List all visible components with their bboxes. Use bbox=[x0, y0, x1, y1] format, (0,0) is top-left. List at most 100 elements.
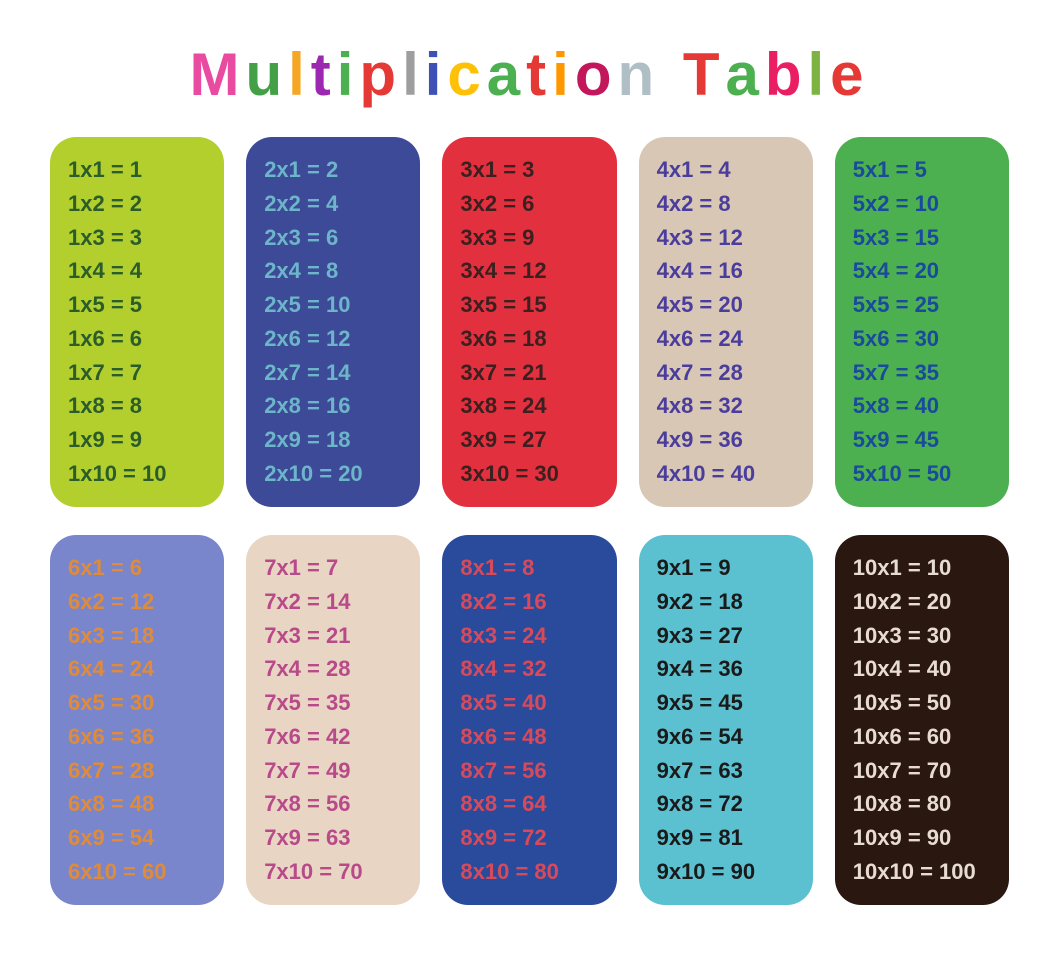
equation: 5x5 = 25 bbox=[853, 294, 991, 316]
equation: 10x2 = 20 bbox=[853, 591, 991, 613]
equation: 10x1 = 10 bbox=[853, 557, 991, 579]
title-letter: i bbox=[337, 40, 360, 109]
equation: 4x6 = 24 bbox=[657, 328, 795, 350]
equation: 8x6 = 48 bbox=[460, 726, 598, 748]
equation: 6x6 = 36 bbox=[68, 726, 206, 748]
equation: 8x9 = 72 bbox=[460, 827, 598, 849]
equation: 10x10 = 100 bbox=[853, 861, 991, 883]
times-card-7: 7x1 = 7 7x2 = 14 7x3 = 21 7x4 = 28 7x5 = 35 7… bbox=[246, 535, 420, 905]
equation: 7x3 = 21 bbox=[264, 625, 402, 647]
equation: 3x3 = 9 bbox=[460, 227, 598, 249]
equation: 5x8 = 40 bbox=[853, 395, 991, 417]
title-letter: l bbox=[402, 40, 425, 109]
times-card-6: 6x1 = 66x2 = 126x3 = 186x4 = 246x5 = 306… bbox=[50, 535, 224, 905]
times-card-4: 4x1 = 44x2 = 84x3 = 124x4 = 164x5 = 204x… bbox=[639, 137, 813, 507]
equation: 10x4 = 40 bbox=[853, 658, 991, 680]
title-letter: i bbox=[425, 40, 448, 109]
equation: 1x7 = 7 bbox=[68, 362, 206, 384]
equation: 4x1 = 4 bbox=[657, 159, 795, 181]
equation: 9x3 = 27 bbox=[657, 625, 795, 647]
title-letter: b bbox=[765, 40, 808, 109]
equation: 2x6 = 12 bbox=[264, 328, 402, 350]
equation: 7x5 = 35 bbox=[264, 692, 402, 714]
times-card-2: 2x1 = 22x2 = 42x3 = 62x4 = 82x5 = 102x6 … bbox=[246, 137, 420, 507]
equation: 9x8 = 72 bbox=[657, 793, 795, 815]
equation: 7x9 = 63 bbox=[264, 827, 402, 849]
equation: 4x2 = 8 bbox=[657, 193, 795, 215]
equation: 4x10 = 40 bbox=[657, 463, 795, 485]
equation: 7x1 = 7 bbox=[264, 557, 402, 579]
equation: 6x7 = 28 bbox=[68, 760, 206, 782]
equation: 2x9 = 18 bbox=[264, 429, 402, 451]
title-letter: u bbox=[245, 40, 288, 109]
equation: 4x8 = 32 bbox=[657, 395, 795, 417]
equation: 3x9 = 27 bbox=[460, 429, 598, 451]
equation: 7x2 = 14 bbox=[264, 591, 402, 613]
equation: 8x4 = 32 bbox=[460, 658, 598, 680]
equation: 3x1 = 3 bbox=[460, 159, 598, 181]
equation: 2x2 = 4 bbox=[264, 193, 402, 215]
equation: 8x8 = 64 bbox=[460, 793, 598, 815]
times-card-5: 5x1 = 55x2 = 105x3 = 155x4 = 205x5 = 255… bbox=[835, 137, 1009, 507]
equation: 1x8 = 8 bbox=[68, 395, 206, 417]
equation: 6x4 = 24 bbox=[68, 658, 206, 680]
equation: 4x7 = 28 bbox=[657, 362, 795, 384]
equation: 8x10 = 80 bbox=[460, 861, 598, 883]
equation: 2x7 = 14 bbox=[264, 362, 402, 384]
equation: 1x2 = 2 bbox=[68, 193, 206, 215]
equation: 8x2 = 16 bbox=[460, 591, 598, 613]
equation: 7x10 = 70 bbox=[264, 861, 402, 883]
title-letter: a bbox=[487, 40, 526, 109]
equation: 3x10 = 30 bbox=[460, 463, 598, 485]
title-letter: l bbox=[808, 40, 831, 109]
equation: 9x10 = 90 bbox=[657, 861, 795, 883]
equation: 2x10 = 20 bbox=[264, 463, 402, 485]
title-letter: t bbox=[311, 40, 337, 109]
equation: 7x4 = 28 bbox=[264, 658, 402, 680]
equation: 9x2 = 18 bbox=[657, 591, 795, 613]
equation: 10x3 = 30 bbox=[853, 625, 991, 647]
equation: 5x6 = 30 bbox=[853, 328, 991, 350]
title-letter: e bbox=[830, 40, 869, 109]
equation: 5x10 = 50 bbox=[853, 463, 991, 485]
equation: 10x8 = 80 bbox=[853, 793, 991, 815]
equation: 6x2 = 12 bbox=[68, 591, 206, 613]
equation: 4x9 = 36 bbox=[657, 429, 795, 451]
times-card-10: 10x1 = 1010x2 = 2010x3 = 3010x4 = 4010x5… bbox=[835, 535, 1009, 905]
equation: 7x7 = 49 bbox=[264, 760, 402, 782]
equation: 6x3 = 18 bbox=[68, 625, 206, 647]
equation: 6x9 = 54 bbox=[68, 827, 206, 849]
equation: 9x5 = 45 bbox=[657, 692, 795, 714]
multiplication-grid: 1x1 = 11x2 = 21x3 = 31x4 = 41x5 = 51x6 =… bbox=[40, 137, 1019, 905]
equation: 6x10 = 60 bbox=[68, 861, 206, 883]
equation: 1x10 = 10 bbox=[68, 463, 206, 485]
equation: 10x6 = 60 bbox=[853, 726, 991, 748]
equation: 2x5 = 10 bbox=[264, 294, 402, 316]
equation: 1x9 = 9 bbox=[68, 429, 206, 451]
title-letter: t bbox=[526, 40, 552, 109]
equation: 1x1 = 1 bbox=[68, 159, 206, 181]
equation: 1x6 = 6 bbox=[68, 328, 206, 350]
equation: 2x8 = 16 bbox=[264, 395, 402, 417]
equation: 5x2 = 10 bbox=[853, 193, 991, 215]
equation: 5x4 = 20 bbox=[853, 260, 991, 282]
equation: 1x3 = 3 bbox=[68, 227, 206, 249]
equation: 7x6 = 42 bbox=[264, 726, 402, 748]
equation: 3x8 = 24 bbox=[460, 395, 598, 417]
title-letter: n bbox=[617, 40, 660, 109]
title-letter: c bbox=[447, 40, 486, 109]
equation: 9x6 = 54 bbox=[657, 726, 795, 748]
equation: 8x1 = 8 bbox=[460, 557, 598, 579]
equation: 3x2 = 6 bbox=[460, 193, 598, 215]
times-card-9: 9x1 = 99x2 = 189x3 = 279x4 = 369x5 = 459… bbox=[639, 535, 813, 905]
equation: 10x7 = 70 bbox=[853, 760, 991, 782]
title-letter: M bbox=[189, 40, 245, 109]
equation: 9x4 = 36 bbox=[657, 658, 795, 680]
times-card-3: 3x1 = 33x2 = 63x3 = 93x4 = 123x5 = 153x6… bbox=[442, 137, 616, 507]
equation: 5x7 = 35 bbox=[853, 362, 991, 384]
title-letter: a bbox=[725, 40, 764, 109]
title-letter bbox=[660, 40, 683, 109]
title-letter: l bbox=[288, 40, 311, 109]
title-letter: p bbox=[359, 40, 402, 109]
equation: 4x3 = 12 bbox=[657, 227, 795, 249]
